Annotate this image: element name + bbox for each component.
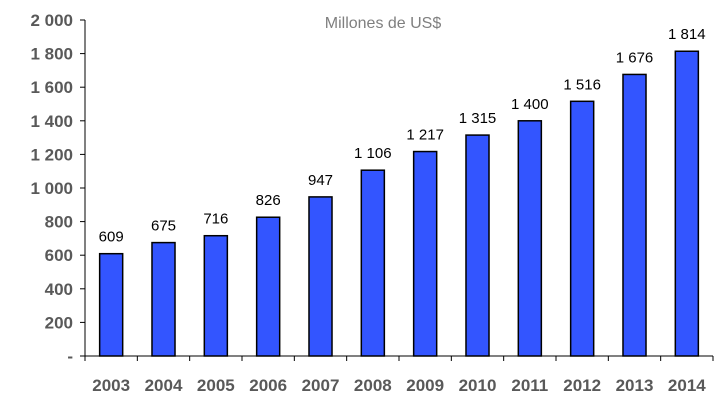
bar-2013 [622, 73, 647, 357]
data-label-2009: 1 217 [406, 127, 444, 144]
bar-2009 [412, 150, 438, 357]
y-tick-label: 800 [45, 213, 73, 232]
y-tick-label: 400 [45, 280, 73, 299]
x-tick-label-2006: 2006 [249, 376, 287, 395]
data-labels: 609 675 716 826 947 1 106 1 217 1 315 1 400 1 516… [99, 26, 706, 245]
y-axis: - 200 400 600 800 1 000 1 200 1 400 1 600 1 800 2 … [30, 11, 86, 366]
data-label-2011: 1 400 [511, 96, 549, 113]
y-tick-label: 1 400 [30, 112, 73, 131]
bar-2003 [98, 252, 124, 357]
y-tick-label: 2 000 [30, 11, 73, 30]
bar-2011 [517, 120, 543, 357]
bar-2012 [569, 100, 595, 357]
data-label-2003: 609 [99, 229, 124, 246]
bar-series [98, 50, 700, 357]
bar-2014 [674, 50, 700, 357]
y-tick-label: - [67, 347, 73, 366]
y-tick-label: 600 [45, 246, 73, 265]
x-tick-label-2008: 2008 [354, 376, 392, 395]
x-tick-label-2011: 2011 [511, 376, 548, 395]
x-axis: 2003 2004 2005 2006 2007 2008 2009 2010 2011 2012… [84, 355, 714, 395]
x-tick-label-2003: 2003 [92, 376, 130, 395]
bar-2008 [360, 169, 386, 357]
x-tick-label-2004: 2004 [145, 376, 183, 395]
data-label-2007: 947 [308, 172, 333, 189]
x-tick-label-2013: 2013 [616, 376, 654, 395]
bar-2010 [465, 134, 490, 357]
data-label-2008: 1 106 [354, 145, 392, 162]
bar-2005 [203, 234, 229, 357]
y-tick-label: 1 800 [30, 45, 73, 64]
bar-2007 [308, 196, 333, 357]
data-label-2014: 1 814 [668, 26, 706, 43]
y-tick-label: 1 200 [30, 145, 73, 164]
y-tick-label: 200 [45, 313, 73, 332]
x-tick-label-2009: 2009 [406, 376, 444, 395]
bar-2004 [151, 241, 176, 357]
x-tick-label-2007: 2007 [302, 376, 340, 395]
data-label-2006: 826 [256, 192, 281, 209]
chart-title: Millones de US$ [325, 15, 442, 32]
data-label-2005: 716 [203, 211, 228, 228]
y-tick-label: 1 600 [30, 78, 73, 97]
data-label-2012: 1 516 [563, 76, 601, 93]
x-tick-label-2005: 2005 [197, 376, 235, 395]
data-label-2013: 1 676 [616, 49, 654, 66]
data-label-2004: 675 [151, 218, 176, 235]
bar-2006 [255, 216, 281, 357]
data-label-2010: 1 315 [459, 110, 497, 127]
x-tick-label-2012: 2012 [563, 376, 601, 395]
x-tick-label-2010: 2010 [459, 376, 497, 395]
x-tick-label-2014: 2014 [668, 376, 706, 395]
y-tick-label: 1 000 [30, 179, 73, 198]
